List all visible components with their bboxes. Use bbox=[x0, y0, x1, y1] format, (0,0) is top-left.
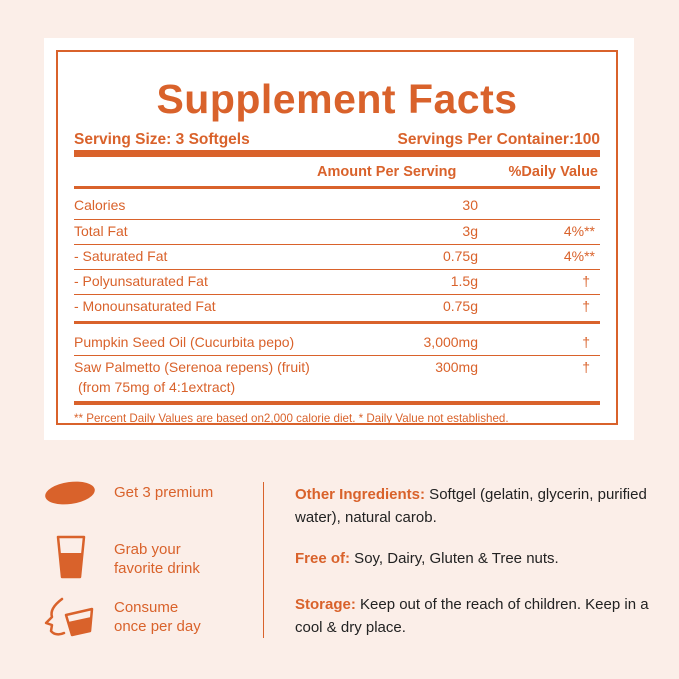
free-of-label: Free of: bbox=[295, 550, 351, 567]
fact-daily: † bbox=[582, 273, 590, 289]
divider-header bbox=[74, 186, 600, 189]
drinking-person-icon bbox=[42, 595, 98, 644]
fact-name: Total Fat bbox=[74, 223, 128, 239]
row-divider bbox=[74, 219, 600, 220]
fact-amount: 3g bbox=[462, 223, 478, 239]
servings-per-container: Servings Per Container:100 bbox=[397, 131, 600, 148]
facts-footnote: ** Percent Daily Values are based on2,00… bbox=[74, 412, 509, 425]
step-text: once per day bbox=[114, 618, 201, 635]
fact-amount: 3,000mg bbox=[423, 334, 478, 350]
thick-divider-bottom bbox=[74, 401, 600, 405]
row-divider bbox=[74, 294, 600, 295]
daily-value-header: %Daily Value bbox=[508, 164, 598, 180]
fact-name: Saw Palmetto (Serenoa repens) (fruit) bbox=[74, 359, 310, 375]
step-consume: Consume once per day bbox=[114, 598, 201, 636]
storage-label: Storage: bbox=[295, 596, 356, 613]
storage: Storage: Keep out of the reach of childr… bbox=[295, 593, 665, 639]
step-grab-drink: Grab your favorite drink bbox=[114, 540, 200, 578]
fact-name: Pumpkin Seed Oil (Cucurbita pepo) bbox=[74, 334, 295, 350]
thick-divider-top bbox=[74, 150, 600, 157]
fact-amount: 1.5g bbox=[450, 273, 478, 289]
other-ingredients: Other Ingredients: Softgel (gelatin, gly… bbox=[295, 483, 665, 529]
other-ingredients-text: Softgel (gelatin, glycerin, purified wat… bbox=[295, 486, 647, 526]
amount-per-serving-header: Amount Per Serving bbox=[317, 164, 457, 180]
fact-daily: † bbox=[582, 359, 590, 375]
fact-daily: † bbox=[582, 334, 590, 350]
fact-daily: † bbox=[582, 298, 590, 314]
storage-text: Keep out of the reach of children. Keep … bbox=[295, 596, 649, 636]
facts-title: Supplement Facts bbox=[156, 76, 518, 122]
fact-name: - Monounsaturated Fat bbox=[74, 298, 216, 314]
row-divider bbox=[74, 355, 600, 356]
row-divider bbox=[74, 269, 600, 270]
row-divider bbox=[74, 244, 600, 245]
free-of: Free of: Soy, Dairy, Gluten & Tree nuts. bbox=[295, 547, 665, 570]
divider-section bbox=[74, 321, 600, 324]
supplement-facts-panel: Supplement Facts Serving Size: 3 Softgel… bbox=[56, 50, 618, 425]
step-text: favorite drink bbox=[114, 560, 200, 577]
serving-size: Serving Size: 3 Softgels bbox=[74, 131, 250, 148]
step-text: Get 3 premium bbox=[114, 484, 214, 501]
vertical-divider bbox=[263, 482, 264, 638]
free-of-text: Soy, Dairy, Gluten & Tree nuts. bbox=[350, 550, 559, 567]
step-get-premium: Get 3 premium bbox=[114, 483, 213, 502]
fact-amount: 300mg bbox=[435, 359, 478, 375]
fact-daily: 4%** bbox=[563, 248, 595, 264]
fact-amount: 0.75g bbox=[442, 298, 478, 314]
step-text: Consume bbox=[114, 599, 179, 616]
fact-name: - Polyunsaturated Fat bbox=[74, 273, 208, 289]
fact-name-detail: (from 75mg of 4:1extract) bbox=[78, 379, 236, 395]
fact-name: - Saturated Fat bbox=[74, 248, 168, 264]
softgel-icon bbox=[44, 480, 96, 511]
drink-glass-icon bbox=[56, 535, 86, 584]
fact-amount: 30 bbox=[462, 197, 478, 213]
fact-name: Calories bbox=[74, 197, 126, 213]
fact-daily: 4%** bbox=[563, 223, 595, 239]
other-ingredients-label: Other Ingredients: bbox=[295, 486, 426, 503]
fact-amount: 0.75g bbox=[442, 248, 478, 264]
step-text: Grab your bbox=[114, 541, 181, 558]
supplement-facts-card: Supplement Facts Serving Size: 3 Softgel… bbox=[44, 38, 634, 440]
